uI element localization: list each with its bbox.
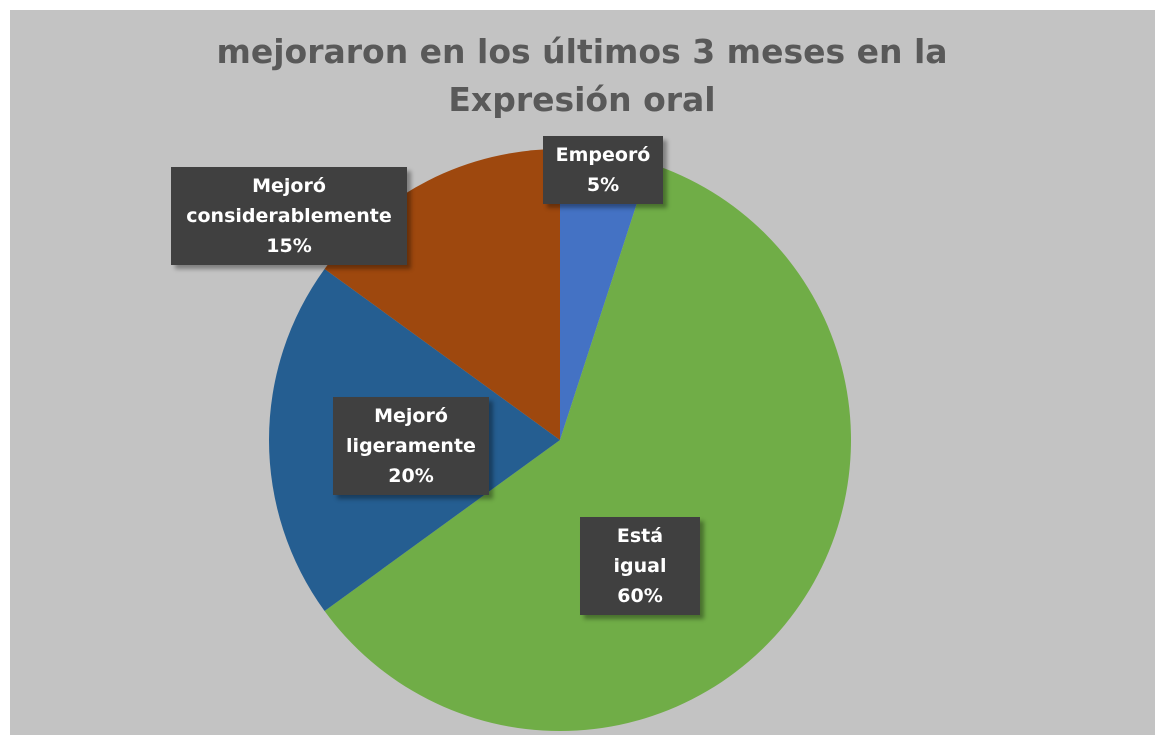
label-category: Está igual: [613, 525, 667, 577]
label-value: 20%: [388, 465, 434, 487]
label-value: 60%: [617, 585, 663, 607]
label-category: Mejoró considerablemente: [186, 175, 392, 227]
label-category: Mejoró ligeramente: [346, 405, 476, 457]
label-category: Empeoró: [555, 144, 651, 166]
data-label: Mejoró ligeramente 20%: [333, 397, 489, 495]
data-label: Mejoró considerablemente 15%: [171, 167, 407, 265]
label-value: 15%: [266, 235, 312, 257]
pie-slice: [324, 163, 851, 732]
data-label: Está igual 60%: [580, 517, 700, 615]
label-value: 5%: [586, 174, 620, 196]
pie-slice: [560, 149, 650, 440]
data-label: Empeoró 5%: [543, 136, 663, 204]
chart-title: mejoraron en los últimos 3 meses en la E…: [216, 32, 948, 119]
